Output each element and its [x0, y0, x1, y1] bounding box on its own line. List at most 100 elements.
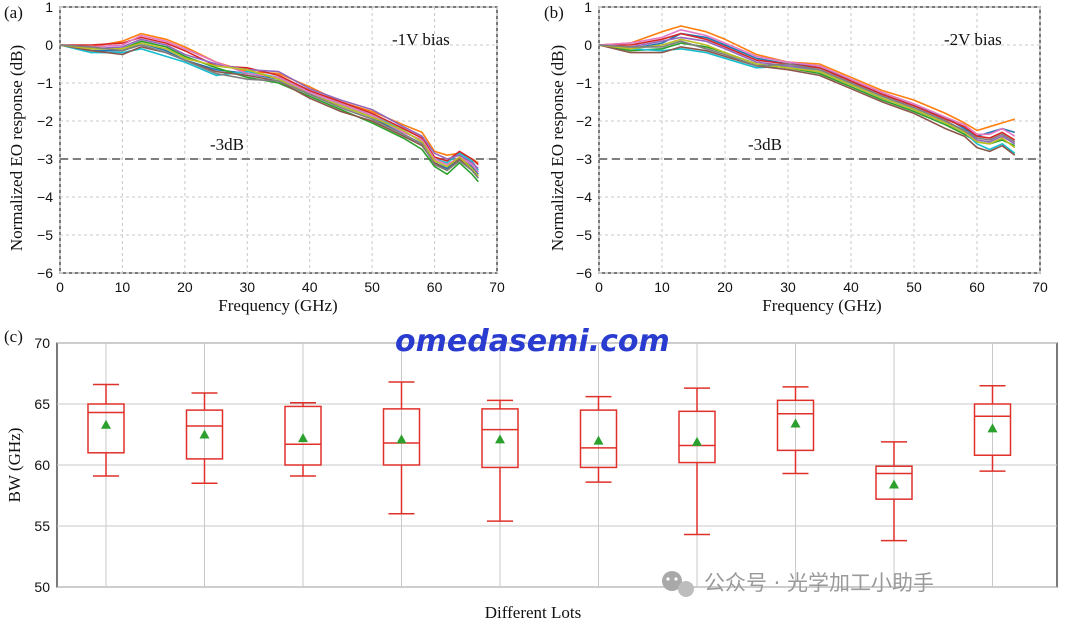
y-tick-label: 60	[34, 457, 50, 473]
x-tick-label: 40	[843, 279, 859, 295]
panel-b-ref-label: -3dB	[748, 135, 782, 154]
panel-b-series-lines	[598, 25, 1016, 156]
y-tick-label: −6	[576, 265, 592, 281]
x-tick-label: 0	[595, 279, 603, 295]
panel-c-label: (c)	[4, 327, 23, 346]
box-plot-lot	[776, 386, 815, 475]
box-plot-lot	[678, 387, 716, 536]
panel-c-x-axis-title: Different Lots	[485, 603, 581, 622]
panel-a-x-axis-title: Frequency (GHz)	[218, 296, 337, 315]
panel-c-y-tick-labels: 70 65 60 55 50	[34, 335, 50, 595]
y-tick-label: −3	[576, 151, 592, 167]
panel-a-x-tick-labels: 0 10 20 30 40 50 60 70	[56, 279, 505, 295]
x-tick-label: 30	[239, 279, 255, 295]
x-tick-label: 20	[717, 279, 733, 295]
panel-b-bias-label: -2V bias	[944, 30, 1002, 49]
x-tick-label: 50	[364, 279, 380, 295]
panel-a-bias-label: -1V bias	[392, 30, 450, 49]
series-line	[598, 28, 1016, 137]
panel-c-boxes	[87, 381, 1012, 542]
y-tick-label: −5	[37, 227, 53, 243]
y-tick-label: −6	[37, 265, 53, 281]
panel-b-label: (b)	[544, 3, 564, 22]
panel-c-grid	[57, 342, 1057, 588]
y-tick-label: −2	[37, 113, 53, 129]
y-tick-label: 50	[34, 579, 50, 595]
y-tick-label: 55	[34, 518, 50, 534]
iqr-box	[776, 399, 815, 452]
iqr-box	[481, 408, 519, 469]
x-tick-label: 50	[906, 279, 922, 295]
y-tick-label: −1	[37, 75, 53, 91]
panel-a-y-tick-labels: 1 0 −1 −2 −3 −4 −5 −6	[37, 0, 53, 281]
wechat-logo-icon	[662, 571, 694, 597]
x-tick-label: 70	[1032, 279, 1048, 295]
mean-marker	[692, 436, 702, 446]
box-plot-lot	[481, 399, 519, 522]
watermark-account-text: 公众号 · 光学加工小助手	[704, 571, 934, 595]
watermark-site-text: omedasemi.com	[395, 324, 670, 359]
iqr-box	[678, 410, 716, 464]
box-plot-lot	[87, 383, 125, 477]
mean-marker	[199, 429, 210, 439]
y-tick-label: −4	[37, 189, 53, 205]
box-plot-lot	[185, 392, 224, 485]
iqr-box	[382, 408, 421, 466]
panel-b-y-tick-labels: 1 0 −1 −2 −3 −4 −5 −6	[576, 0, 592, 281]
mean-marker	[101, 419, 111, 429]
box-plot-lot	[973, 384, 1012, 472]
mean-marker	[593, 435, 604, 445]
panel-a-label: (a)	[4, 3, 23, 22]
y-tick-label: −1	[576, 75, 592, 91]
x-tick-label: 60	[969, 279, 985, 295]
x-tick-label: 40	[302, 279, 318, 295]
panel-a-series-lines	[59, 32, 479, 183]
box-plot-lot	[875, 441, 913, 542]
y-tick-label: −4	[576, 189, 592, 205]
iqr-box	[875, 465, 913, 500]
iqr-box	[185, 409, 224, 460]
iqr-box	[579, 409, 618, 469]
y-tick-label: 65	[34, 396, 50, 412]
mean-marker	[396, 434, 407, 444]
box-plot-lot	[284, 402, 322, 477]
y-tick-label: 1	[45, 0, 53, 15]
y-tick-label: −2	[576, 113, 592, 129]
y-tick-label: 0	[45, 37, 53, 53]
series-line	[598, 25, 1016, 132]
panel-b-line-chart: (b) 0 10 20 30 40 50 60 70 10−1−2−3−4−5−6 -2V b…	[544, 0, 1048, 315]
series-line	[598, 44, 1016, 156]
x-tick-label: 30	[780, 279, 796, 295]
mean-marker	[889, 479, 899, 489]
series-line	[598, 40, 1016, 143]
mean-marker	[495, 434, 505, 444]
x-tick-label: 10	[654, 279, 670, 295]
iqr-box	[284, 405, 322, 466]
mean-marker	[298, 433, 308, 443]
panel-b-y-axis-title: Normalized EO response (dB)	[548, 45, 567, 251]
iqr-box	[973, 403, 1012, 456]
box-plot-lot	[382, 381, 421, 515]
x-tick-label: 10	[115, 279, 131, 295]
x-tick-label: 20	[177, 279, 193, 295]
x-tick-label: 0	[56, 279, 64, 295]
x-tick-label: 70	[489, 279, 505, 295]
series-line	[598, 44, 1016, 154]
x-tick-label: 60	[427, 279, 443, 295]
iqr-box	[87, 403, 125, 454]
series-line	[59, 40, 479, 183]
panel-c-y-axis-title: BW (GHz)	[5, 428, 24, 503]
box-plot-lot	[579, 395, 618, 483]
series-line	[59, 44, 479, 179]
series-line	[598, 42, 1016, 147]
y-tick-label: 0	[584, 37, 592, 53]
panel-c-box-chart: (c) 70 65 60 55 50 Different Lots BW (GHz)	[4, 327, 1058, 622]
series-line	[59, 38, 479, 170]
panel-a-y-axis-title: Normalized EO response (dB)	[7, 45, 26, 251]
series-line	[599, 32, 1016, 141]
series-line	[60, 36, 479, 166]
series-line	[598, 38, 1016, 149]
y-tick-label: 70	[34, 335, 50, 351]
series-line	[59, 32, 479, 164]
